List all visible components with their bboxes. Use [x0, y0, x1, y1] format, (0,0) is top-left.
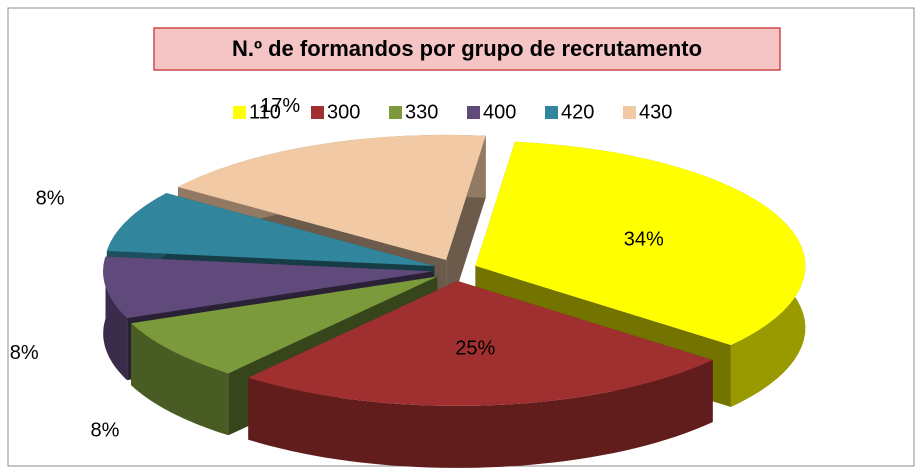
legend-swatch	[545, 106, 558, 119]
data-label: 8%	[36, 188, 65, 210]
slice-top	[475, 141, 806, 345]
data-label: 8%	[10, 342, 39, 364]
slice-top	[178, 134, 486, 260]
chart-title: N.º de formandos por grupo de recrutamen…	[232, 36, 702, 61]
slice-top	[106, 193, 435, 266]
title-box	[153, 27, 781, 71]
legend-label: 420	[561, 101, 594, 123]
legend-swatch	[467, 106, 480, 119]
data-label: 34%	[624, 229, 664, 251]
data-label: 8%	[90, 419, 119, 441]
data-label: 17%	[260, 95, 300, 117]
legend-swatch	[623, 106, 636, 119]
slice-top	[131, 276, 438, 374]
legend-label: 400	[483, 101, 516, 123]
legend-swatch	[233, 106, 246, 119]
legend-label: 300	[327, 101, 360, 123]
slice-wall	[131, 323, 229, 436]
legend-swatch	[311, 106, 324, 119]
slice-wall	[248, 360, 713, 468]
legend-label: 330	[405, 101, 438, 123]
data-label: 25%	[455, 338, 495, 360]
slice	[248, 280, 713, 468]
legend-swatch	[389, 106, 402, 119]
slice-top	[103, 256, 434, 319]
slice-top	[248, 280, 713, 406]
slice-wall	[103, 256, 128, 381]
legend-label: 110	[249, 101, 281, 123]
legend-label: 430	[639, 101, 672, 123]
